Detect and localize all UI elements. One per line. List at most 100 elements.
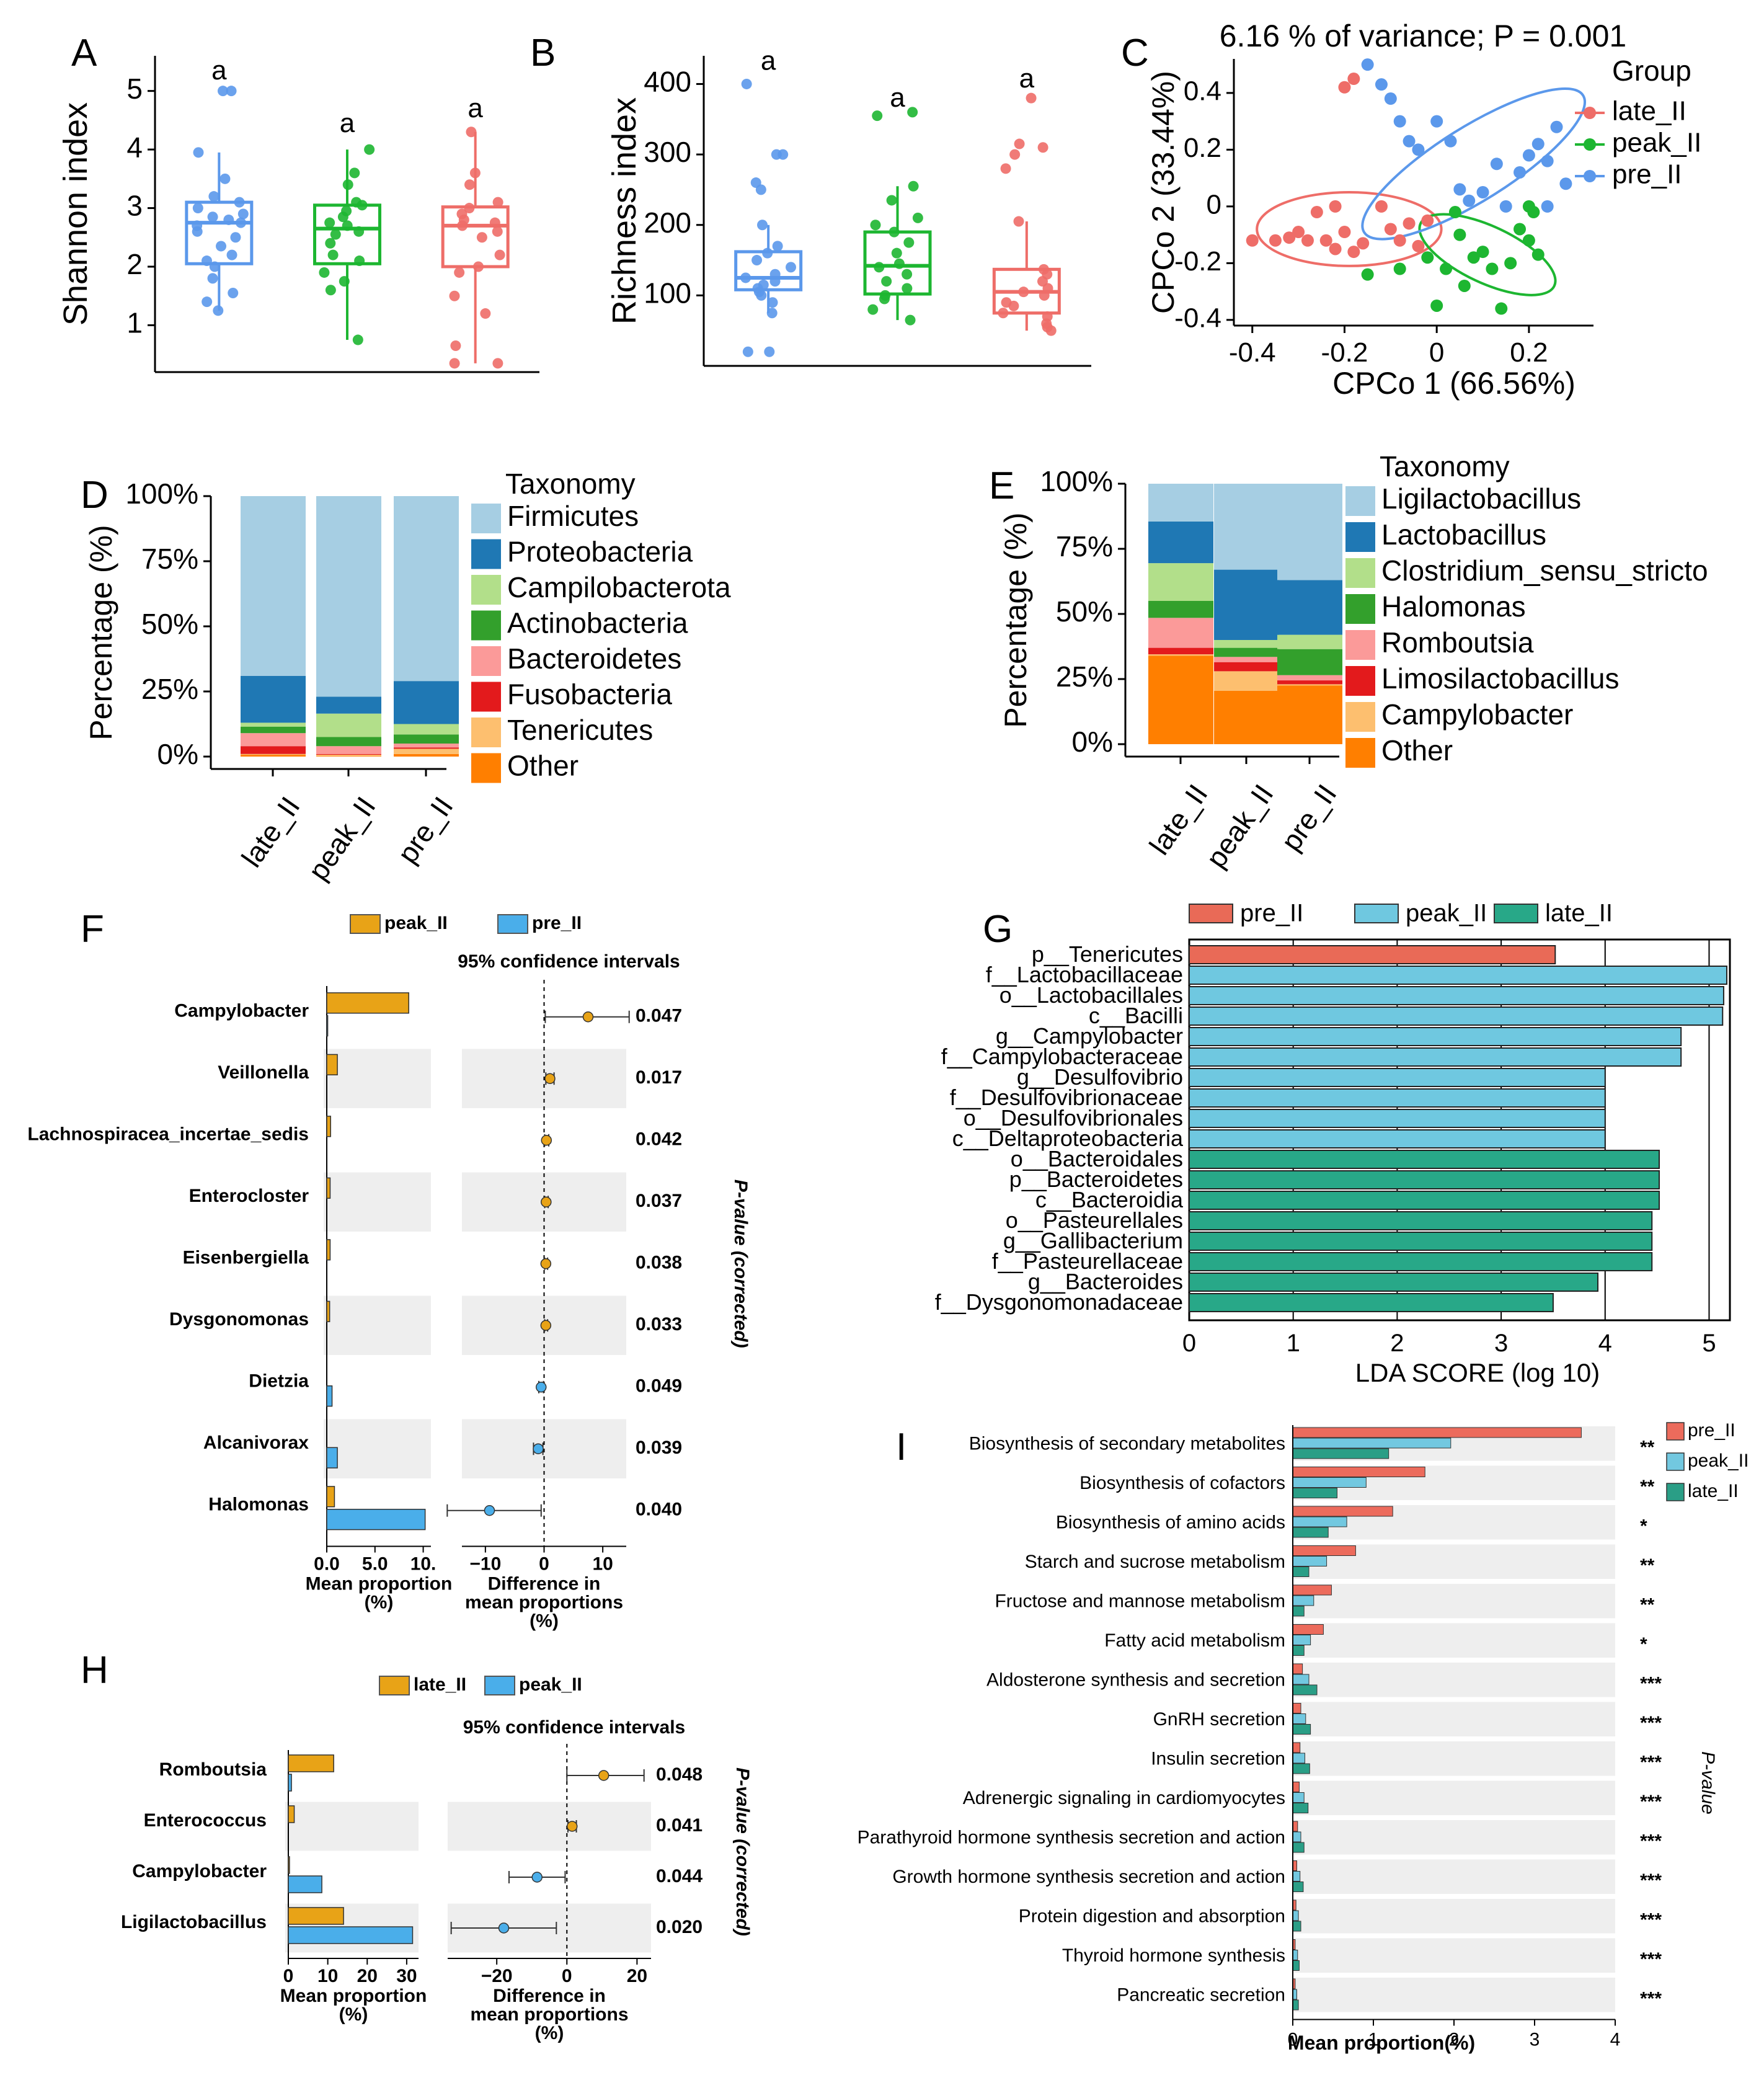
data-point <box>1463 194 1476 207</box>
data-point <box>1375 78 1388 91</box>
row-stripe <box>1293 1663 1615 1697</box>
significance-stars: *** <box>1640 1870 1662 1891</box>
panel-e: 0%25%50%75%100%Percentage (%)late_IIpeak… <box>998 450 1708 874</box>
bar-pre <box>1292 1506 1393 1517</box>
mean-bar-pre <box>326 1385 333 1407</box>
legend-label: Campylobacter <box>1381 698 1573 731</box>
bar-pre <box>1292 1545 1356 1556</box>
data-point <box>351 197 362 208</box>
y-tick-label: 100% <box>1040 465 1113 497</box>
significance-stars: ** <box>1640 1595 1655 1615</box>
pathway-label: Protein digestion and absorption <box>1019 1906 1285 1927</box>
legend-label: Firmicutes <box>507 500 639 532</box>
x-tick-label: −10 <box>469 1554 501 1575</box>
legend-swatch <box>471 646 501 676</box>
row-stripe <box>1293 1702 1615 1736</box>
taxon-label: f__Desulfovibrionaceae <box>950 1085 1183 1110</box>
row-stripe <box>324 1419 431 1479</box>
panel-g: pre_II peak_II late_II 0 1 2 3 4 5 LDA SCORE (log… <box>935 900 1731 1387</box>
legend-label: pre_II <box>1688 1420 1735 1441</box>
lda-bar <box>1189 1191 1660 1210</box>
data-point <box>1329 242 1342 255</box>
difference-point <box>598 1770 609 1781</box>
stack-segment <box>1148 618 1213 648</box>
y-tick-label: 25% <box>1056 660 1113 693</box>
y-axis-title: CPCo 2 (33.44%) <box>1146 71 1181 314</box>
bar-late <box>1292 1566 1310 1577</box>
data-point <box>342 179 353 190</box>
panel-a: 1 2 3 4 5 Shannon index a a a <box>57 55 539 373</box>
data-point <box>492 226 503 237</box>
taxon-label: p__Bacteroidetes <box>1009 1166 1183 1192</box>
data-point <box>1430 299 1443 312</box>
y-axis-title: Richness index <box>606 97 643 324</box>
stack-segment <box>316 755 381 757</box>
y-tick-label: 0% <box>1072 726 1113 758</box>
pathway-label: Parathyroid hormone synthesis secretion … <box>858 1828 1285 1848</box>
significance-letter: a <box>761 46 776 76</box>
legend-swatch <box>1189 904 1233 923</box>
stack-segment <box>316 746 381 754</box>
row-stripe <box>1293 1820 1615 1855</box>
significance-letter: a <box>211 55 227 86</box>
legend-swatch <box>1666 1483 1685 1501</box>
x-axis-title: LDA SCORE (log 10) <box>1355 1358 1600 1387</box>
data-point <box>872 110 883 122</box>
difference-point <box>541 1196 552 1207</box>
lda-bar <box>1189 1211 1653 1230</box>
x-tick-label: 10 <box>592 1554 613 1575</box>
bar-peak <box>1292 1950 1298 1960</box>
data-point <box>767 297 778 308</box>
stack-segment <box>316 753 381 755</box>
data-point <box>1522 149 1535 162</box>
pvalue-label: 0.049 <box>636 1376 682 1397</box>
data-point <box>319 267 330 278</box>
bar-late <box>1292 1763 1310 1774</box>
data-point <box>1384 223 1397 236</box>
data-point <box>207 273 218 284</box>
stack-segment <box>1277 634 1342 649</box>
data-point <box>750 177 761 189</box>
feature-label: Alcanivorax <box>203 1433 309 1453</box>
taxon-label: o__Pasteurellales <box>1006 1207 1183 1233</box>
legend-label: Romboutsia <box>1381 626 1534 659</box>
x-axis-title: CPCo 1 (66.56%) <box>1332 366 1576 401</box>
significance-stars: *** <box>1640 1753 1662 1773</box>
x-tick-label: 30 <box>396 1966 417 1986</box>
legend-label: late_II <box>1688 1481 1739 1501</box>
y-tick-label: 0 <box>1207 189 1221 220</box>
difference-point <box>544 1073 556 1084</box>
bar-late <box>1292 1960 1300 1971</box>
data-point <box>1338 81 1351 94</box>
feature-label: Eisenbergiella <box>183 1248 309 1268</box>
x-axis-title: Difference in <box>493 1986 606 2006</box>
data-point <box>489 217 500 228</box>
pathway-label: Starch and sucrose metabolism <box>1025 1552 1285 1572</box>
data-point <box>757 220 768 231</box>
significance-letter: a <box>340 108 355 138</box>
legend-swatch <box>1666 1422 1685 1441</box>
ci-title: 95% confidence intervals <box>463 1717 685 1738</box>
significance-stars: *** <box>1640 1949 1662 1970</box>
stack-segment <box>316 737 381 747</box>
data-point <box>330 229 341 240</box>
y-tick-label: 3 <box>126 190 143 222</box>
lda-bar <box>1189 1027 1682 1046</box>
stack-segment <box>1148 563 1213 601</box>
bar-pre <box>1292 1703 1301 1713</box>
data-point <box>492 197 503 208</box>
data-point <box>349 167 360 179</box>
significance-stars: *** <box>1640 1713 1662 1733</box>
confidence-ellipse <box>1418 213 1557 296</box>
x-tick-label: 3 <box>1530 2030 1540 2050</box>
legend-label: Clostridium_sensu_stricto <box>1381 554 1708 587</box>
difference-point <box>582 1011 594 1023</box>
significance-stars: ** <box>1640 1477 1655 1497</box>
difference-point <box>531 1872 543 1883</box>
legend-title: Group <box>1612 55 1691 87</box>
data-point <box>464 203 475 214</box>
y-tick-label: 100 <box>644 277 691 309</box>
taxon-label: f__Campylobacteraceae <box>941 1044 1183 1069</box>
row-stripe <box>285 1802 419 1851</box>
data-point <box>1486 262 1499 275</box>
